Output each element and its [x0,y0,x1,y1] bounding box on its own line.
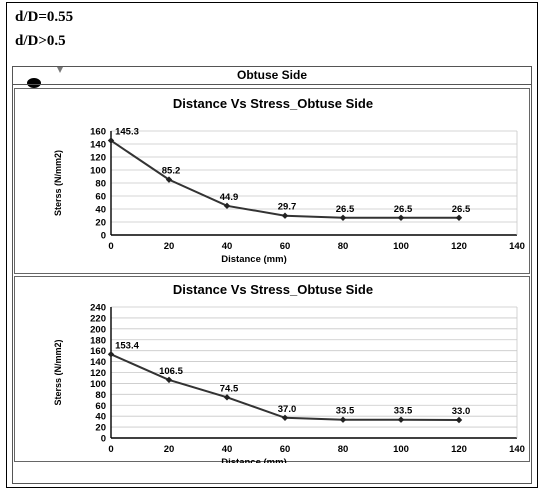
x-axis-title: Distance (mm) [221,254,286,265]
bullet-dot-icon [27,78,41,88]
x-tick-label: 100 [393,444,409,455]
ratio-label-2: d/D>0.5 [15,33,66,49]
data-point [107,137,115,144]
x-tick-label: 140 [509,241,525,252]
section-title: Obtuse Side [236,68,307,82]
data-label: 145.3 [115,127,139,138]
data-point [223,394,231,401]
x-tick-label: 0 [108,444,113,455]
chart-1-svg: Distance Vs Stress_Obtuse Side 0 20 40 60 80 1… [53,96,525,265]
x-tick-label: 60 [280,444,291,455]
x-tick-label: 120 [451,444,467,455]
x-tick-label: 100 [393,241,409,252]
y-tick-label: 80 [95,390,106,401]
y-tick-label: 40 [95,205,106,216]
data-point [397,214,405,221]
data-label: 26.5 [452,204,471,215]
chart-panel-1: Distance Vs Stress_Obtuse Side 0 20 40 60 80 1… [14,88,530,274]
data-point [339,214,347,221]
data-point [455,214,463,221]
x-tick-label: 20 [164,444,175,455]
y-tick-label: 160 [90,346,106,357]
data-label: 33.0 [452,406,471,417]
data-label: 33.5 [336,406,355,417]
chart-2-svg: Distance Vs Stress_Obtuse Side0204060801… [53,282,525,463]
y-tick-label: 20 [95,423,106,434]
data-point [165,176,173,183]
x-axis-title: Distance (mm) [221,457,286,463]
y-tick-label: 160 [90,127,106,138]
y-tick-label: 140 [90,357,106,368]
y-axis-title: Sterss (N/mm2) [53,339,63,405]
chart-title: Distance Vs Stress_Obtuse Side [173,96,373,111]
data-label: 85.2 [162,166,181,177]
section-divider [12,84,532,85]
data-label: 33.5 [394,406,413,417]
data-label: 29.7 [278,202,297,213]
x-tick-label: 40 [222,241,233,252]
x-tick-label: 120 [451,241,467,252]
x-tick-label: 40 [222,444,233,455]
data-point [223,202,231,210]
y-axis-title: Sterss (N/mm2) [53,150,63,216]
y-tick-label: 0 [101,434,106,445]
data-label: 44.9 [220,192,239,203]
y-tick-label: 20 [95,218,106,229]
y-tick-label: 120 [90,368,106,379]
data-point [107,351,115,358]
data-point [165,376,173,384]
data-point [455,416,463,424]
ratio-label-1: d/D=0.55 [15,9,74,25]
y-tick-label: 60 [95,401,106,412]
data-label: 106.5 [159,366,183,377]
chart-title: Distance Vs Stress_Obtuse Side [173,282,373,297]
y-tick-label: 140 [90,140,106,151]
x-tick-label: 0 [108,241,113,252]
y-tick-label: 80 [95,179,106,190]
y-tick-label: 60 [95,192,106,203]
y-tick-label: 0 [101,231,106,242]
x-tick-label: 80 [338,444,349,455]
y-tick-label: 100 [90,379,106,390]
data-point [397,416,405,423]
y-tick-label: 40 [95,412,106,423]
data-label: 26.5 [394,204,413,215]
y-tick-label: 220 [90,313,106,324]
y-tick-label: 100 [90,166,106,177]
data-label: 153.4 [115,340,139,351]
y-tick-label: 120 [90,153,106,164]
chart-panel-2: Distance Vs Stress_Obtuse Side 0 20 40 60 80 1… [14,276,530,463]
y-tick-label: 180 [90,335,106,346]
x-tick-label: 60 [280,241,291,252]
x-tick-label: 80 [338,241,349,252]
x-tick-label: 140 [509,444,525,455]
triangle-marker-icon [57,67,63,73]
data-point [339,416,347,423]
data-point [281,414,289,422]
obtuse-side-box [12,66,532,484]
y-tick-label: 200 [90,324,106,335]
data-point [281,212,289,219]
data-label: 37.0 [278,404,297,415]
data-label: 74.5 [220,383,239,394]
x-tick-label: 20 [164,241,175,252]
y-tick-label: 240 [90,303,106,314]
data-label: 26.5 [336,204,355,215]
